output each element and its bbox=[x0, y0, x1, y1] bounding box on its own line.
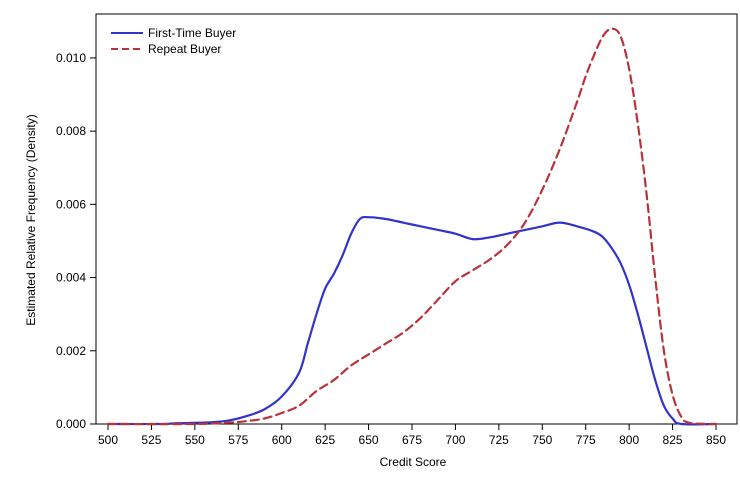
x-tick-label: 575 bbox=[228, 433, 248, 447]
x-tick-label: 725 bbox=[489, 433, 509, 447]
x-tick-label: 750 bbox=[532, 433, 552, 447]
y-tick-label: 0.006 bbox=[56, 197, 86, 211]
y-tick-label: 0.008 bbox=[56, 124, 86, 138]
x-tick-label: 800 bbox=[619, 433, 639, 447]
x-tick-label: 700 bbox=[445, 433, 465, 447]
x-tick-label: 550 bbox=[185, 433, 205, 447]
x-tick-label: 675 bbox=[402, 433, 422, 447]
x-axis: 500 525 550 575 600 625 650 675 700 725 750 775 800 8… bbox=[98, 424, 726, 447]
series-line-repeat-buyer bbox=[106, 27, 718, 426]
legend-label-first-time-buyer: First-Time Buyer bbox=[148, 26, 236, 40]
legend-label-repeat-buyer: Repeat Buyer bbox=[148, 42, 221, 56]
x-tick-label: 625 bbox=[315, 433, 335, 447]
x-tick-label: 825 bbox=[663, 433, 683, 447]
x-tick-label: 775 bbox=[576, 433, 596, 447]
x-tick-label: 500 bbox=[98, 433, 118, 447]
legend: First-Time Buyer Repeat Buyer bbox=[111, 26, 236, 56]
y-tick-label: 0.010 bbox=[56, 51, 86, 65]
y-axis: 0.000 0.002 0.004 0.006 0.008 0.010 bbox=[56, 51, 96, 431]
y-axis-title: Estimated Relative Frequency (Density) bbox=[24, 114, 38, 325]
x-tick-label: 525 bbox=[141, 433, 161, 447]
series-line-first-time-buyer bbox=[106, 215, 718, 426]
x-tick-label: 650 bbox=[359, 433, 379, 447]
y-tick-label: 0.004 bbox=[56, 271, 86, 285]
x-axis-title: Credit Score bbox=[380, 455, 447, 469]
plot-frame bbox=[95, 13, 738, 425]
series-layer bbox=[106, 27, 718, 426]
y-tick-label: 0.000 bbox=[56, 417, 86, 431]
x-tick-label: 600 bbox=[272, 433, 292, 447]
x-tick-label: 850 bbox=[706, 433, 726, 447]
y-tick-label: 0.002 bbox=[56, 344, 86, 358]
